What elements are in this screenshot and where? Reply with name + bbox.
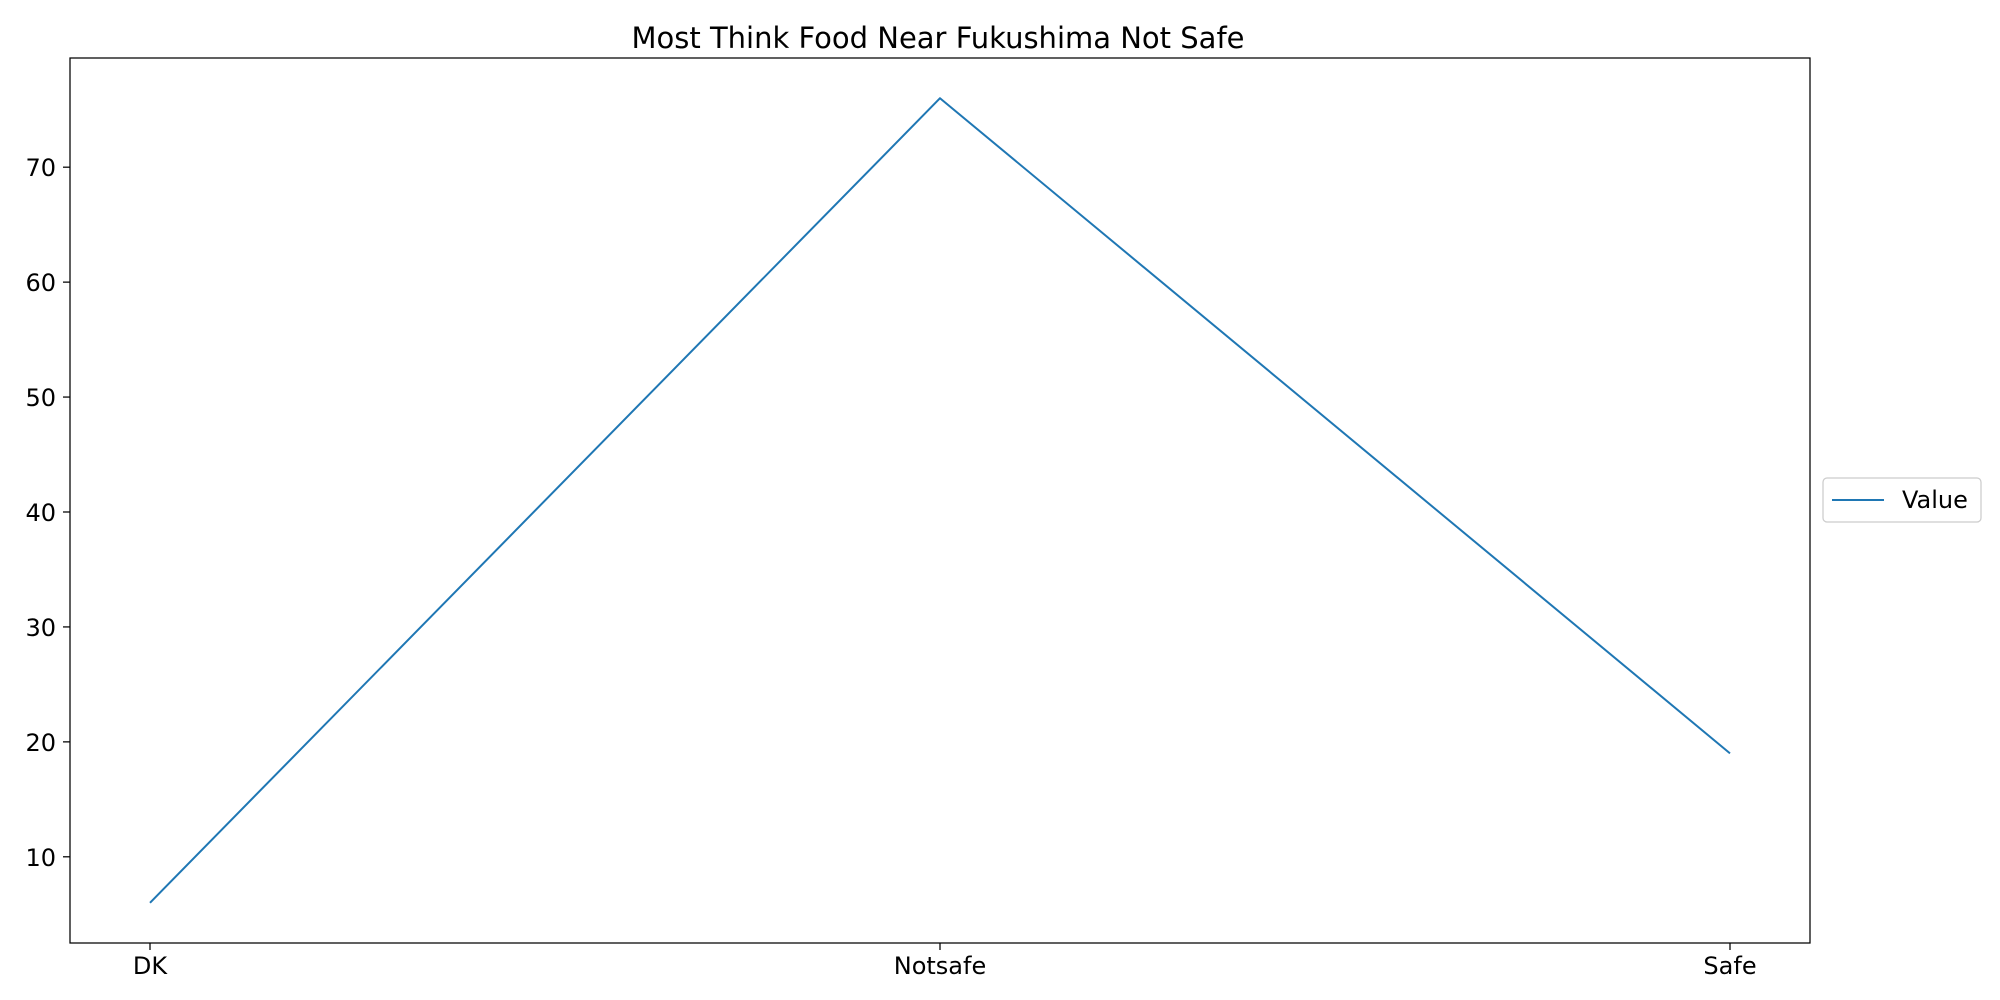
legend-label-value: Value xyxy=(1902,486,1968,514)
chart-title: Most Think Food Near Fukushima Not Safe xyxy=(631,21,1244,55)
x-tick-label: DK xyxy=(133,952,168,980)
x-tick-label: Safe xyxy=(1703,952,1756,980)
x-tick-label: Notsafe xyxy=(894,952,986,980)
legend-box xyxy=(1822,477,1982,523)
x-axis: DK Notsafe Safe xyxy=(133,943,1757,980)
y-tick-label: 60 xyxy=(25,269,56,297)
series-layer xyxy=(149,97,1731,904)
y-tick-label: 50 xyxy=(25,384,56,412)
y-tick-label: 10 xyxy=(25,844,56,872)
y-tick-label: 30 xyxy=(25,614,56,642)
legend: Value xyxy=(1822,477,1982,523)
y-tick-label: 70 xyxy=(25,154,56,182)
series-line-value xyxy=(149,97,1731,904)
y-axis: 10 20 30 40 50 60 70 xyxy=(25,154,70,872)
y-tick-label: 20 xyxy=(25,729,56,757)
y-tick-label: 40 xyxy=(25,499,56,527)
